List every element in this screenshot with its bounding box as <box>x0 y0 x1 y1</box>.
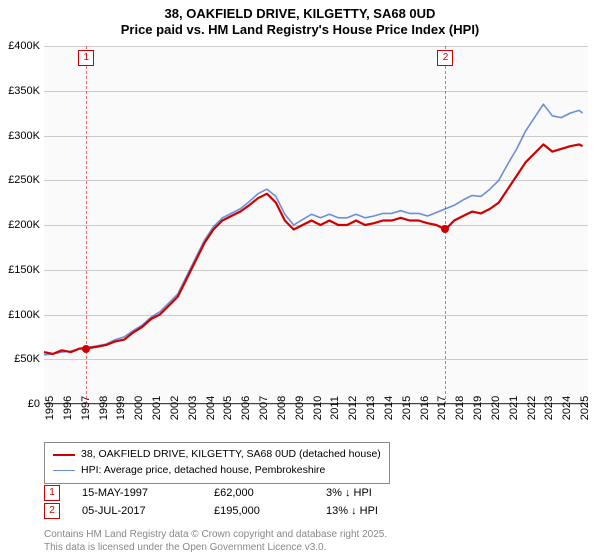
x-axis-label: 2005 <box>222 396 234 420</box>
legend-swatch-hpi <box>53 470 75 472</box>
sale-delta-1: 3% ↓ HPI <box>326 487 446 499</box>
x-axis-label: 1995 <box>44 396 56 420</box>
x-axis-label: 2018 <box>454 396 466 420</box>
sale-delta-2: 13% ↓ HPI <box>326 505 446 517</box>
sale-point-dot <box>441 225 449 233</box>
sale-row-1: 1 15-MAY-1997 £62,000 3% ↓ HPI <box>44 484 446 502</box>
sale-row-2: 2 05-JUL-2017 £195,000 13% ↓ HPI <box>44 502 446 520</box>
y-axis-label: £300K <box>8 130 40 142</box>
title-line-1: 38, OAKFIELD DRIVE, KILGETTY, SA68 0UD <box>0 6 600 22</box>
gridline <box>44 46 588 47</box>
x-axis-label: 2003 <box>187 396 199 420</box>
y-axis-label: £200K <box>8 219 40 231</box>
sale-marker-1: 1 <box>44 485 60 501</box>
sale-marker-2: 2 <box>44 503 60 519</box>
x-axis-label: 2022 <box>526 396 538 420</box>
y-axis-label: £50K <box>14 353 40 365</box>
x-axis-label: 1999 <box>115 396 127 420</box>
y-axis-label: £250K <box>8 174 40 186</box>
x-axis-label: 2006 <box>240 396 252 420</box>
gridline <box>44 180 588 181</box>
y-axis-label: £0 <box>28 398 40 410</box>
x-axis-label: 2020 <box>490 396 502 420</box>
x-axis-label: 2017 <box>436 396 448 420</box>
legend-item-property: 38, OAKFIELD DRIVE, KILGETTY, SA68 0UD (… <box>53 447 381 463</box>
x-axis-label: 2009 <box>294 396 306 420</box>
series-hpi <box>44 104 583 355</box>
gridline <box>44 136 588 137</box>
sale-price-2: £195,000 <box>214 505 304 517</box>
x-axis-label: 2015 <box>401 396 413 420</box>
x-axis-label: 2008 <box>276 396 288 420</box>
gridline <box>44 315 588 316</box>
y-axis-label: £400K <box>8 40 40 52</box>
gridline <box>44 270 588 271</box>
y-axis-label: £350K <box>8 85 40 97</box>
legend-label-property: 38, OAKFIELD DRIVE, KILGETTY, SA68 0UD (… <box>81 447 381 463</box>
y-axis-label: £100K <box>8 309 40 321</box>
sale-marker-badge: 1 <box>78 50 94 66</box>
footer-line-1: Contains HM Land Registry data © Crown c… <box>44 529 387 542</box>
sale-marker-badge: 2 <box>437 50 453 66</box>
price-chart: £0£50K£100K£150K£200K£250K£300K£350K£400… <box>44 46 588 404</box>
gridline <box>44 359 588 360</box>
x-axis-label: 2019 <box>472 396 484 420</box>
x-axis-label: 1998 <box>98 396 110 420</box>
title-line-2: Price paid vs. HM Land Registry's House … <box>0 22 600 38</box>
x-axis-label: 2021 <box>508 396 520 420</box>
x-axis-label: 2010 <box>312 396 324 420</box>
x-axis-label: 2012 <box>347 396 359 420</box>
sale-date-1: 15-MAY-1997 <box>82 487 192 499</box>
x-axis-label: 2004 <box>205 396 217 420</box>
x-axis-label: 2007 <box>258 396 270 420</box>
legend-item-hpi: HPI: Average price, detached house, Pemb… <box>53 463 381 479</box>
x-axis-label: 2001 <box>151 396 163 420</box>
sale-point-dot <box>82 345 90 353</box>
attribution-footer: Contains HM Land Registry data © Crown c… <box>44 529 387 554</box>
legend-label-hpi: HPI: Average price, detached house, Pemb… <box>81 463 325 479</box>
x-axis-label: 2025 <box>579 396 591 420</box>
chart-title-block: 38, OAKFIELD DRIVE, KILGETTY, SA68 0UD P… <box>0 0 600 39</box>
sale-events: 1 15-MAY-1997 £62,000 3% ↓ HPI 2 05-JUL-… <box>44 484 446 520</box>
x-axis-label: 2013 <box>365 396 377 420</box>
x-axis-label: 2016 <box>419 396 431 420</box>
footer-line-2: This data is licensed under the Open Gov… <box>44 542 387 555</box>
sale-date-2: 05-JUL-2017 <box>82 505 192 517</box>
x-axis-label: 2011 <box>329 396 341 420</box>
x-axis-label: 2002 <box>169 396 181 420</box>
x-axis-label: 2000 <box>133 396 145 420</box>
sale-price-1: £62,000 <box>214 487 304 499</box>
x-axis-label: 1996 <box>62 396 74 420</box>
x-axis-label: 2024 <box>561 396 573 420</box>
legend-swatch-property <box>53 454 75 456</box>
y-axis-label: £150K <box>8 264 40 276</box>
x-axis-label: 2014 <box>383 396 395 420</box>
gridline <box>44 91 588 92</box>
legend: 38, OAKFIELD DRIVE, KILGETTY, SA68 0UD (… <box>44 442 390 484</box>
x-axis-label: 2023 <box>543 396 555 420</box>
gridline <box>44 225 588 226</box>
